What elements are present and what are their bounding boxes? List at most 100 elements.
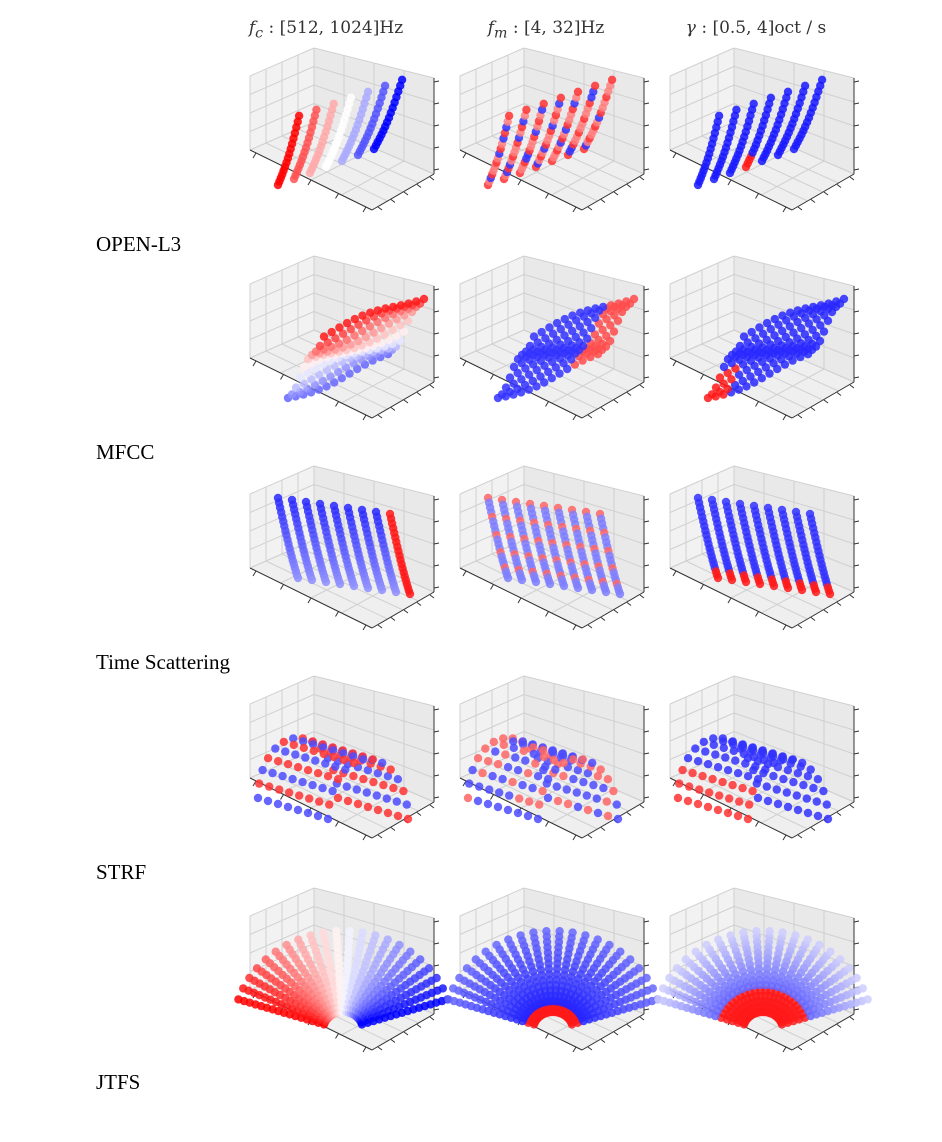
scatter-point (715, 791, 724, 800)
scatter-point (349, 581, 359, 591)
scatter-point (383, 808, 393, 818)
scatter-point (685, 782, 694, 791)
scatter-point (335, 323, 344, 332)
scatter-point (285, 788, 294, 797)
scatter-point (478, 768, 487, 778)
scatter-point (293, 763, 303, 772)
scatter-point (346, 325, 355, 334)
scatter-point (678, 765, 687, 775)
scatter-point (591, 304, 600, 313)
scatter-point (379, 780, 388, 790)
scatter-point (397, 75, 407, 85)
scatter-point (779, 774, 788, 784)
scatter-point (752, 927, 761, 936)
scatter-point (791, 931, 800, 940)
scatter-point (529, 749, 538, 759)
scatter-point (809, 783, 818, 793)
scatter-point (509, 379, 518, 388)
scatter-point (416, 955, 425, 964)
column-header-1: fm : [4, 32]Hz (487, 18, 605, 42)
scatter-point (708, 774, 717, 784)
scatter-point (295, 373, 305, 382)
panel-r3-c2 (669, 675, 860, 841)
scatter-point (590, 81, 600, 91)
scatter-point (734, 370, 744, 379)
scatter-point (817, 75, 827, 85)
scatter-point (551, 765, 560, 774)
scatter-point (389, 783, 398, 793)
scatter-point (388, 325, 397, 335)
scatter-point (673, 793, 683, 803)
scatter-point (358, 311, 367, 320)
scatter-point (373, 805, 383, 815)
scatter-point (757, 374, 766, 383)
scatter-point (282, 940, 291, 950)
scatter-point (709, 734, 718, 743)
scatter-point (766, 325, 775, 334)
scatter-point (306, 931, 315, 940)
scatter-point (363, 87, 373, 97)
scatter-point (539, 746, 548, 755)
scatter-point (616, 947, 625, 956)
scatter-point (513, 368, 522, 378)
scatter-point (326, 372, 335, 381)
scatter-point (342, 782, 351, 791)
scatter-point (366, 308, 375, 317)
scatter-point (547, 374, 556, 383)
scatter-point (350, 314, 359, 324)
scatter-point (455, 973, 464, 983)
scatter-point (399, 327, 409, 336)
scatter-point (803, 935, 812, 944)
scatter-point (406, 947, 415, 956)
scatter-point (328, 786, 337, 796)
scatter-point (739, 332, 749, 341)
scatter-point (536, 372, 545, 381)
scatter-point (748, 786, 757, 796)
scatter-point (548, 329, 558, 338)
scatter-point (596, 765, 605, 774)
scatter-point (761, 765, 770, 774)
scatter-point (765, 927, 774, 936)
scatter-point (603, 775, 613, 784)
scatter-point (732, 105, 741, 115)
scatter-point (377, 324, 386, 333)
scatter-point (587, 585, 597, 595)
scatter-point (562, 785, 571, 794)
scatter-point (759, 749, 768, 758)
scatter-point (599, 302, 608, 312)
scatter-point (815, 940, 824, 950)
scatter-point (438, 984, 447, 993)
scatter-point (511, 753, 520, 762)
scatter-point (786, 308, 795, 317)
scatter-point (714, 935, 723, 944)
scatter-point (424, 964, 434, 973)
scatter-point (727, 375, 736, 384)
scatter-point (693, 757, 703, 766)
column-header-0: fc : [512, 1024]Hz (248, 18, 404, 42)
scatter-point (253, 793, 263, 803)
scatter-point (528, 376, 537, 386)
scatter-point (265, 782, 274, 791)
scatter-point (531, 577, 541, 587)
scatter-point (325, 800, 334, 809)
scatter-point (749, 99, 758, 109)
scatter-point (343, 796, 353, 806)
scatter-point (509, 737, 518, 746)
row-label-jtfs: JTFS (96, 1070, 141, 1094)
scatter-point (503, 573, 513, 583)
scatter-point (739, 749, 748, 759)
scatter-point (363, 766, 373, 775)
scatter-point (813, 775, 823, 784)
scatter-point (693, 799, 703, 809)
scatter-point (763, 796, 773, 806)
scatter-point (733, 811, 743, 821)
scatter-point (745, 800, 754, 809)
scatter-point (539, 752, 548, 762)
scatter-point (728, 780, 737, 790)
scatter-point (299, 362, 309, 372)
scatter-point (399, 786, 408, 796)
scatter-point (825, 589, 835, 599)
scatter-point (642, 973, 651, 983)
scatter-point (341, 765, 350, 774)
